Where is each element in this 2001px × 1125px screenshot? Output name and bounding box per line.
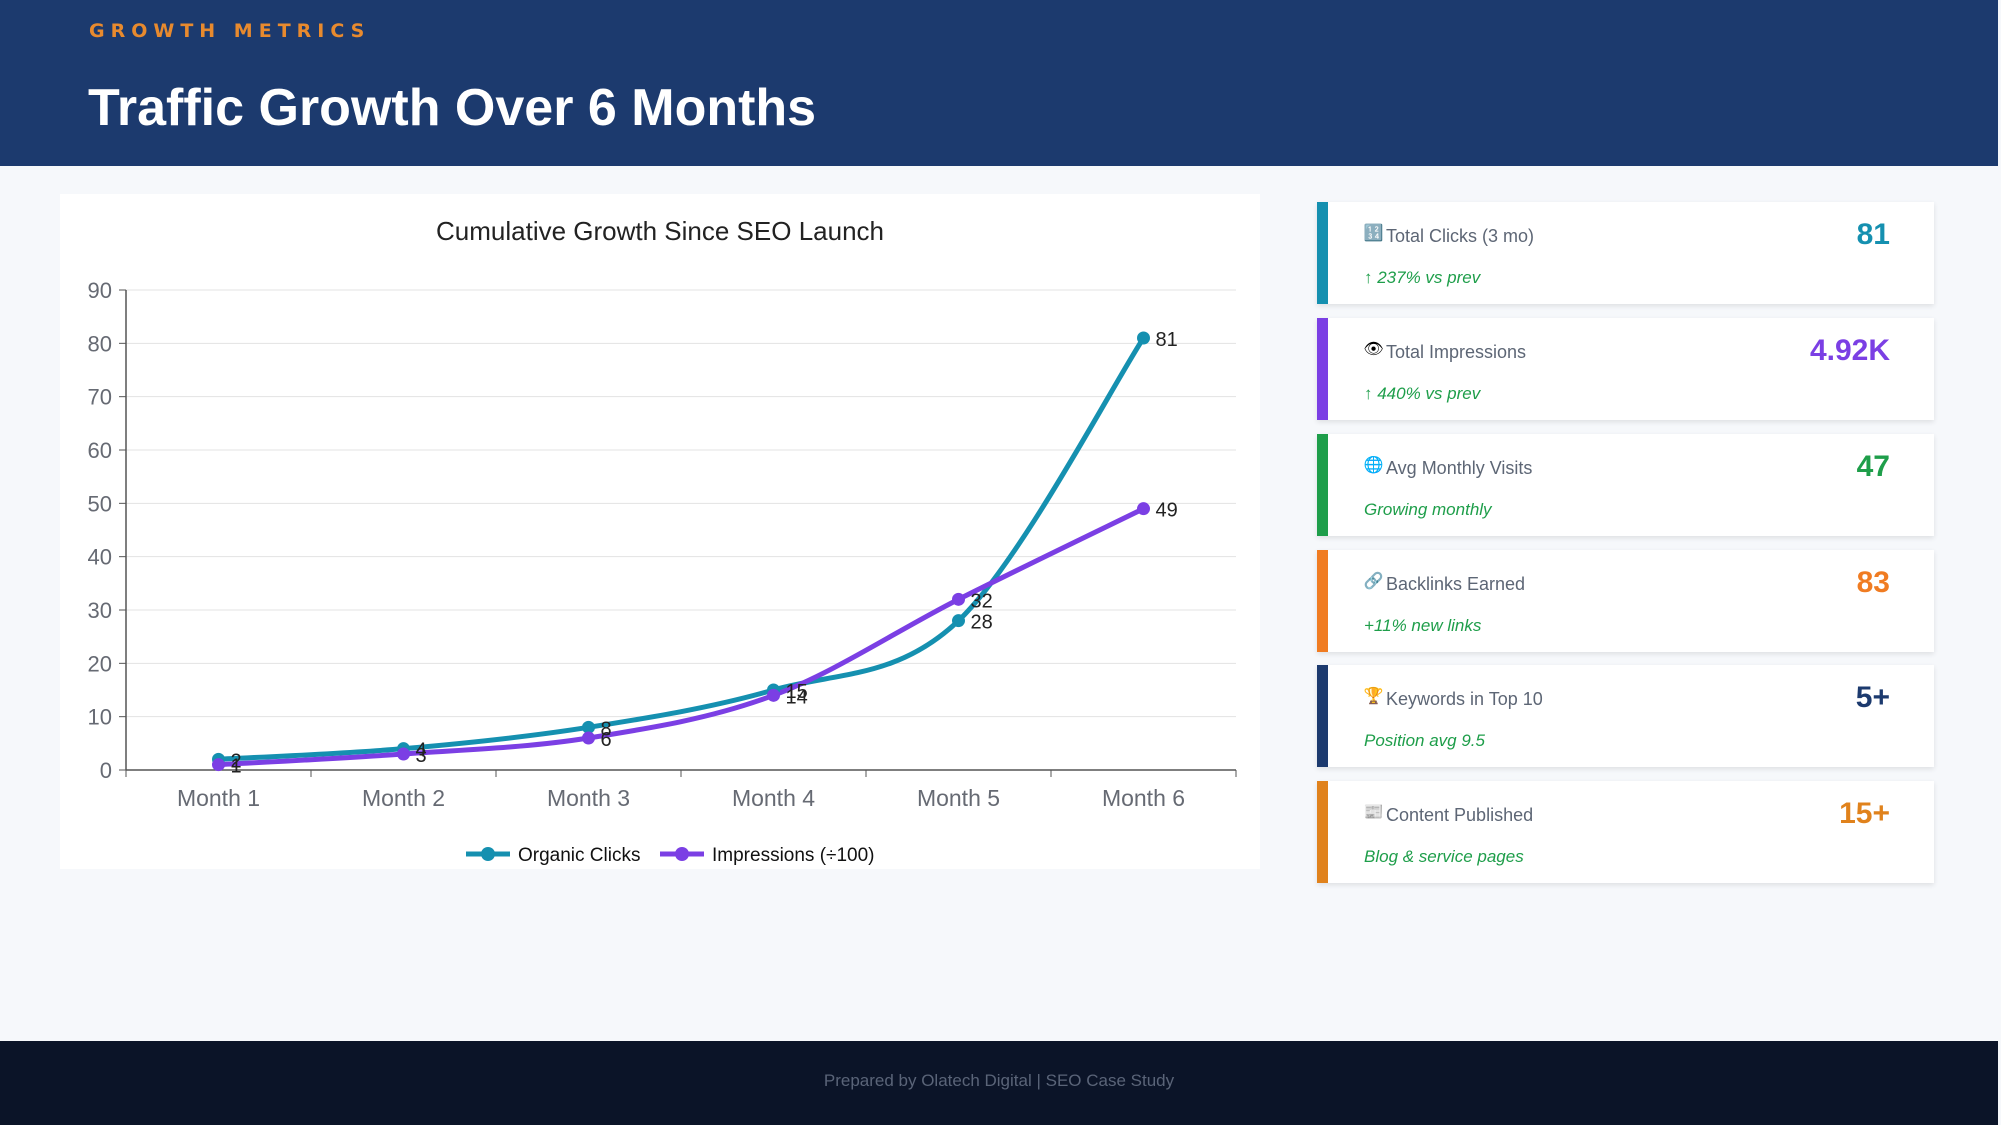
data-label: 49 <box>1156 500 1178 522</box>
kpi-value: 4.92K <box>1809 334 1890 367</box>
data-point <box>582 720 595 734</box>
x-tick-label: Month 3 <box>547 785 630 811</box>
data-point <box>1137 331 1150 345</box>
y-tick-label: 60 <box>88 438 112 463</box>
footer-text: Prepared by Olatech Digital | SEO Case S… <box>823 1071 1175 1090</box>
kpi-value: 5+ <box>1855 681 1890 714</box>
kpi-accent-bar <box>1317 318 1328 420</box>
data-label: 3 <box>416 745 427 767</box>
data-point <box>1137 502 1150 516</box>
kpi-accent-bar <box>1317 202 1328 304</box>
chart-title: Cumulative Growth Since SEO Launch <box>436 216 884 246</box>
data-label: 6 <box>601 729 612 751</box>
kpi-subtext: +11% new links <box>1364 616 1482 635</box>
legend-label: Organic Clicks <box>518 845 640 866</box>
data-label: 15 <box>786 681 808 703</box>
kpi-subtext: ↑ 440% vs prev <box>1364 384 1481 403</box>
legend-marker <box>481 847 495 861</box>
data-label: 14 <box>786 686 808 708</box>
kpi-label: Content Published <box>1386 805 1534 825</box>
kpi-label: Backlinks Earned <box>1386 574 1526 594</box>
kpi-subtext: Blog & service pages <box>1364 847 1524 866</box>
kpi-value: 15+ <box>1839 797 1890 830</box>
kpi-subtext: Position avg 9.5 <box>1364 731 1485 750</box>
y-tick-label: 0 <box>100 758 112 783</box>
x-tick-label: Month 1 <box>177 785 260 811</box>
kpi-label: Total Impressions <box>1386 342 1527 362</box>
data-point <box>212 758 225 772</box>
kpi-subtext: Growing monthly <box>1364 500 1492 519</box>
kpi-accent-bar <box>1317 781 1328 883</box>
legend-marker <box>675 847 689 861</box>
y-tick-label: 30 <box>88 598 112 623</box>
y-tick-label: 40 <box>88 545 112 570</box>
data-label: 28 <box>971 612 993 634</box>
y-tick-label: 90 <box>88 278 112 303</box>
data-label: 2 <box>231 750 242 772</box>
kpi-accent-bar <box>1317 665 1328 767</box>
page-title: Traffic Growth Over 6 Months <box>88 79 817 137</box>
legend-label: Impressions (÷100) <box>712 845 874 866</box>
input-numbers-icon: 🔢 <box>1363 223 1384 242</box>
link-icon: 🔗 <box>1363 571 1384 590</box>
series-line <box>216 506 1146 768</box>
data-point <box>952 614 965 628</box>
data-label: 1 <box>231 756 242 778</box>
kpi-accent-bar <box>1317 550 1328 652</box>
x-tick-label: Month 4 <box>732 785 815 811</box>
data-label: 4 <box>416 740 427 762</box>
series-line <box>216 335 1146 762</box>
y-tick-label: 20 <box>88 651 112 676</box>
header-banner: GROWTH METRICS Traffic Growth Over 6 Mon… <box>0 0 1998 166</box>
eye-icon: 👁 <box>1363 339 1384 358</box>
data-label: 81 <box>1156 329 1178 351</box>
globe-icon: 🌐 <box>1363 455 1384 474</box>
y-tick-label: 80 <box>88 331 112 356</box>
kpi-label: Total Clicks (3 mo) <box>1386 226 1535 246</box>
x-tick-label: Month 5 <box>917 785 1000 811</box>
kpi-value: 81 <box>1856 218 1890 251</box>
kpi-card: 🏆 Keywords in Top 10 5+ Position avg 9.5 <box>1317 665 1934 767</box>
section-eyebrow: GROWTH METRICS <box>89 20 371 42</box>
kpi-card: 🔗 Backlinks Earned 83 +11% new links <box>1317 550 1934 652</box>
footer: Prepared by Olatech Digital | SEO Case S… <box>0 1041 1998 1125</box>
kpi-value: 47 <box>1856 450 1890 483</box>
kpi-card: 🌐 Avg Monthly Visits 47 Growing monthly <box>1317 434 1934 536</box>
kpi-value: 83 <box>1856 566 1890 599</box>
y-tick-label: 10 <box>88 705 112 730</box>
x-tick-label: Month 6 <box>1102 785 1185 811</box>
kpi-accent-bar <box>1317 434 1328 536</box>
data-label: 8 <box>601 718 612 740</box>
newspaper-icon: 📰 <box>1363 802 1384 821</box>
data-point <box>952 592 965 606</box>
kpi-card: 📰 Content Published 15+ Blog & service page… <box>1317 781 1934 883</box>
data-point <box>767 688 780 702</box>
kpi-label: Keywords in Top 10 <box>1386 689 1543 709</box>
x-tick-label: Month 2 <box>362 785 445 811</box>
kpi-card: 🔢 Total Clicks (3 mo) 81 ↑ 237% vs prev <box>1317 202 1934 304</box>
y-tick-label: 70 <box>88 385 112 410</box>
data-label: 32 <box>971 590 993 612</box>
y-tick-label: 50 <box>88 491 112 516</box>
data-point <box>397 747 410 761</box>
chart-card: Cumulative Growth Since SEO Launch 0 10 20 3… <box>60 194 1260 869</box>
kpi-card: 👁 Total Impressions 4.92K ↑ 440% vs prev <box>1317 318 1934 420</box>
kpi-subtext: ↑ 237% vs prev <box>1364 268 1481 287</box>
kpi-label: Avg Monthly Visits <box>1386 458 1533 478</box>
trophy-icon: 🏆 <box>1363 686 1384 705</box>
growth-line-chart: Cumulative Growth Since SEO Launch 0 10 20 3… <box>88 216 1237 866</box>
data-point <box>582 731 595 745</box>
